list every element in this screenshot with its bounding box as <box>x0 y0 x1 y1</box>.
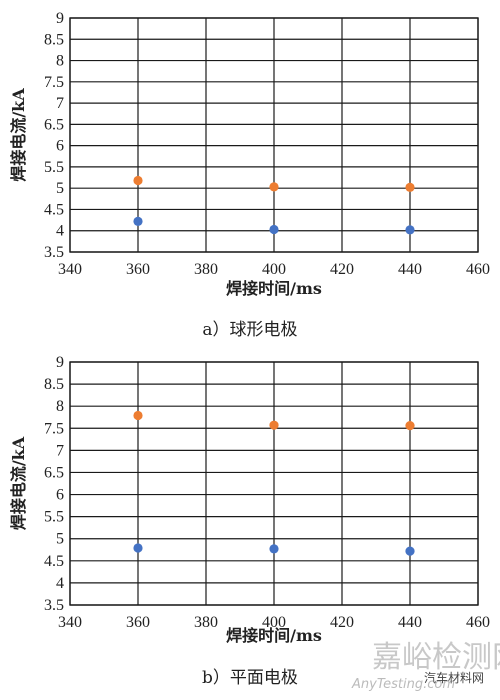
data-point-series-2 <box>133 175 143 186</box>
y-tick-label: 6.5 <box>44 464 64 481</box>
y-tick-label: 8 <box>56 53 64 70</box>
chart-panel: 340 360 380 400 420 440 460 3.5 4 4.5 5 5.5 6 6.5 7 7.5… <box>9 10 490 340</box>
y-tick-label: 8.5 <box>44 31 64 48</box>
x-tick-label: 400 <box>262 614 286 631</box>
data-point-series-1 <box>269 224 279 235</box>
y-axis-title: 焊接电流/kA <box>9 88 28 182</box>
y-tick-label: 5 <box>56 180 64 197</box>
data-point-series-1 <box>269 544 279 554</box>
y-tick-label: 3.5 <box>44 244 64 261</box>
y-tick-label: 3.5 <box>44 597 64 614</box>
x-tick-label: 420 <box>330 261 354 278</box>
x-tick-label: 460 <box>466 261 490 278</box>
y-tick-label: 4 <box>56 575 64 592</box>
y-tick-label: 4 <box>56 223 64 240</box>
x-tick-label: 380 <box>194 614 218 631</box>
x-tick-label: 360 <box>126 261 150 278</box>
data-point-series-2 <box>269 182 279 192</box>
x-axis-title: 焊接时间/ms <box>226 279 322 298</box>
x-tick-label: 360 <box>126 614 150 631</box>
y-tick-label: 7.5 <box>44 420 64 437</box>
y-tick-label: 9 <box>56 10 64 27</box>
plot-frame <box>69 17 479 253</box>
data-point-series-2 <box>133 410 143 421</box>
data-point-series-2 <box>269 420 279 430</box>
y-tick-label: 8.5 <box>44 376 64 393</box>
x-axis-title: 焊接时间/ms <box>226 626 322 645</box>
chart-caption: b）平面电极 <box>202 668 298 688</box>
x-tick-label: 400 <box>262 261 286 278</box>
data-point-series-1 <box>405 225 415 235</box>
y-tick-label: 6 <box>56 487 64 504</box>
y-tick-label: 5 <box>56 531 64 548</box>
data-point-series-1 <box>133 543 143 553</box>
data-point-series-2 <box>405 421 415 431</box>
x-tick-label: 340 <box>58 614 82 631</box>
y-axis-title: 焊接电流/kA <box>9 436 28 530</box>
y-tick-label: 8 <box>56 398 64 415</box>
y-tick-label: 5.5 <box>44 509 64 526</box>
y-tick-label: 7.5 <box>44 74 64 91</box>
watermark-cn: 嘉峪检测网 <box>372 640 500 675</box>
x-tick-label: 460 <box>466 614 490 631</box>
x-tick-label: 380 <box>194 261 218 278</box>
y-tick-label: 4.5 <box>44 553 64 570</box>
watermark-tag: 汽车材料网 <box>424 670 484 685</box>
y-tick-label: 5.5 <box>44 159 64 176</box>
chart-panel: 340 360 380 400 420 440 460 3.5 4 4.5 5 5.5 6 6.5 7 7.5… <box>9 354 490 688</box>
y-tick-label: 7 <box>56 442 64 459</box>
x-tick-label: 340 <box>58 261 82 278</box>
y-tick-label: 4.5 <box>44 201 64 218</box>
data-point-series-1 <box>405 546 415 556</box>
data-point-series-2 <box>405 182 415 192</box>
watermark-en: AnyTesting.com <box>351 677 455 692</box>
data-point-series-1 <box>133 216 143 226</box>
y-tick-label: 9 <box>56 354 64 371</box>
x-tick-label: 420 <box>330 614 354 631</box>
x-tick-label: 440 <box>398 261 422 278</box>
y-tick-label: 6.5 <box>44 116 64 133</box>
y-tick-label: 7 <box>56 95 64 112</box>
y-tick-label: 6 <box>56 138 64 155</box>
chart-caption: a）球形电极 <box>202 320 297 340</box>
plot-frame <box>69 361 479 606</box>
x-tick-label: 440 <box>398 614 422 631</box>
